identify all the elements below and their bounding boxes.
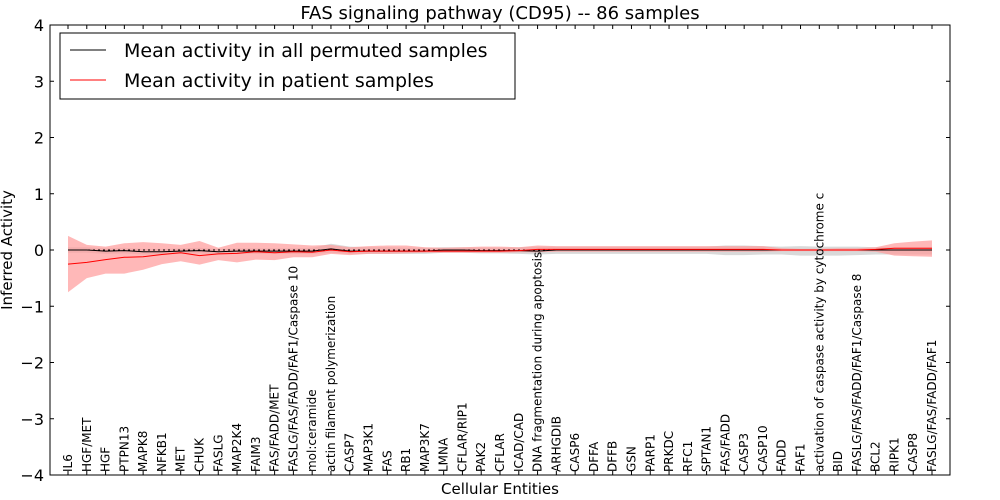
y-tick-label: 1 <box>34 185 44 204</box>
x-category-label: MAPK8 <box>136 431 150 472</box>
x-category-label: MAP2K4 <box>230 423 244 472</box>
legend-label-patient: Mean activity in patient samples <box>124 70 434 92</box>
x-axis-label: Cellular Entities <box>441 480 559 498</box>
band-patient <box>68 235 932 293</box>
x-category-label: DFFB <box>606 441 620 472</box>
y-tick-label: −4 <box>20 466 44 485</box>
x-category-label: ARHGDIB <box>549 416 563 472</box>
x-category-label: CFLAR/RIP1 <box>455 402 469 472</box>
x-category-label: actin filament polymerization <box>324 296 338 472</box>
x-category-label: FAS/FADD/MET <box>268 384 282 472</box>
confidence-bands <box>68 235 932 293</box>
x-category-label: FASLG/FAS/FADD/FAF1/Caspase 10 <box>286 266 300 472</box>
x-category-label: IL6 <box>61 454 75 472</box>
x-category-label: PTPN13 <box>117 426 131 472</box>
y-tick-label: 4 <box>34 16 44 35</box>
x-category-label: FAS <box>380 450 394 472</box>
x-category-label: HGF/MET <box>80 417 94 472</box>
x-category-label: RFC1 <box>681 441 695 472</box>
y-tick-label: −3 <box>20 410 44 429</box>
x-category-label: CASP3 <box>737 433 751 472</box>
x-category-label: CASP7 <box>343 433 357 472</box>
x-category-label: LMNA <box>437 437 451 472</box>
y-axis: 4 3 2 1 0 −1 −2 −3 −4 <box>20 16 950 485</box>
x-category-label: BID <box>831 451 845 472</box>
y-tick-label: 0 <box>34 241 44 260</box>
y-tick-label: −2 <box>20 354 44 373</box>
x-category-label: RIPK1 <box>887 437 901 472</box>
x-category-label: FAS/FADD <box>718 414 732 472</box>
x-category-label: CFLAR <box>493 433 507 472</box>
x-category-label: activation of caspase activity by cytoch… <box>812 193 826 472</box>
x-axis <box>67 25 933 475</box>
legend-box <box>59 32 516 100</box>
x-category-label: NFKB1 <box>155 432 169 472</box>
legend: Mean activity in all permuted samples Me… <box>59 32 516 100</box>
x-category-label: DFFA <box>587 441 601 472</box>
x-category-label: PRKDC <box>662 431 676 472</box>
x-category-label: MAP3K1 <box>362 423 376 472</box>
x-category-label: CASP8 <box>906 433 920 472</box>
x-category-label: SPTAN1 <box>700 426 714 472</box>
x-category-label: DNA fragmentation during apoptosis <box>531 252 545 472</box>
x-category-label: CHUK <box>193 437 207 472</box>
y-axis-label: Inferred Activity <box>0 190 16 310</box>
x-category-label: FASLG <box>211 434 225 472</box>
x-category-label: MAP3K7 <box>418 423 432 472</box>
y-tick-label: 2 <box>34 129 44 148</box>
x-category-label: PARP1 <box>643 434 657 472</box>
x-category-label: ICAD/CAD <box>512 413 526 472</box>
x-category-label: RB1 <box>399 448 413 472</box>
series-lines <box>67 247 932 265</box>
x-category-label: HGF <box>99 447 113 472</box>
x-category-label: mol:ceramide <box>305 389 319 472</box>
x-category-label: MET <box>174 446 188 472</box>
x-category-label: FAIM3 <box>249 436 263 472</box>
x-category-label: CASP6 <box>568 433 582 472</box>
x-category-label: BCL2 <box>869 441 883 472</box>
y-tick-label: −1 <box>20 297 44 316</box>
y-tick-label: 3 <box>34 72 44 91</box>
x-category-label: FASLG/FAS/FADD/FAF1/Caspase 8 <box>850 274 864 473</box>
x-category-label: FASLG/FAS/FADD/FAF1 <box>925 340 939 472</box>
x-category-label: FAF1 <box>794 443 808 472</box>
x-category-label: GSN <box>625 446 639 472</box>
chart-title: FAS signaling pathway (CD95) -- 86 sampl… <box>300 3 699 24</box>
x-category-label: FADD <box>775 439 789 472</box>
line-patient <box>67 247 932 265</box>
legend-label-permuted: Mean activity in all permuted samples <box>124 40 487 62</box>
x-tick-labels: IL6 HGF/MET HGF PTPN13 MAPK8 NFKB1 MET CHUK FASL… <box>61 193 939 472</box>
x-category-label: PAK2 <box>474 442 488 472</box>
x-category-label: CASP10 <box>756 425 770 472</box>
